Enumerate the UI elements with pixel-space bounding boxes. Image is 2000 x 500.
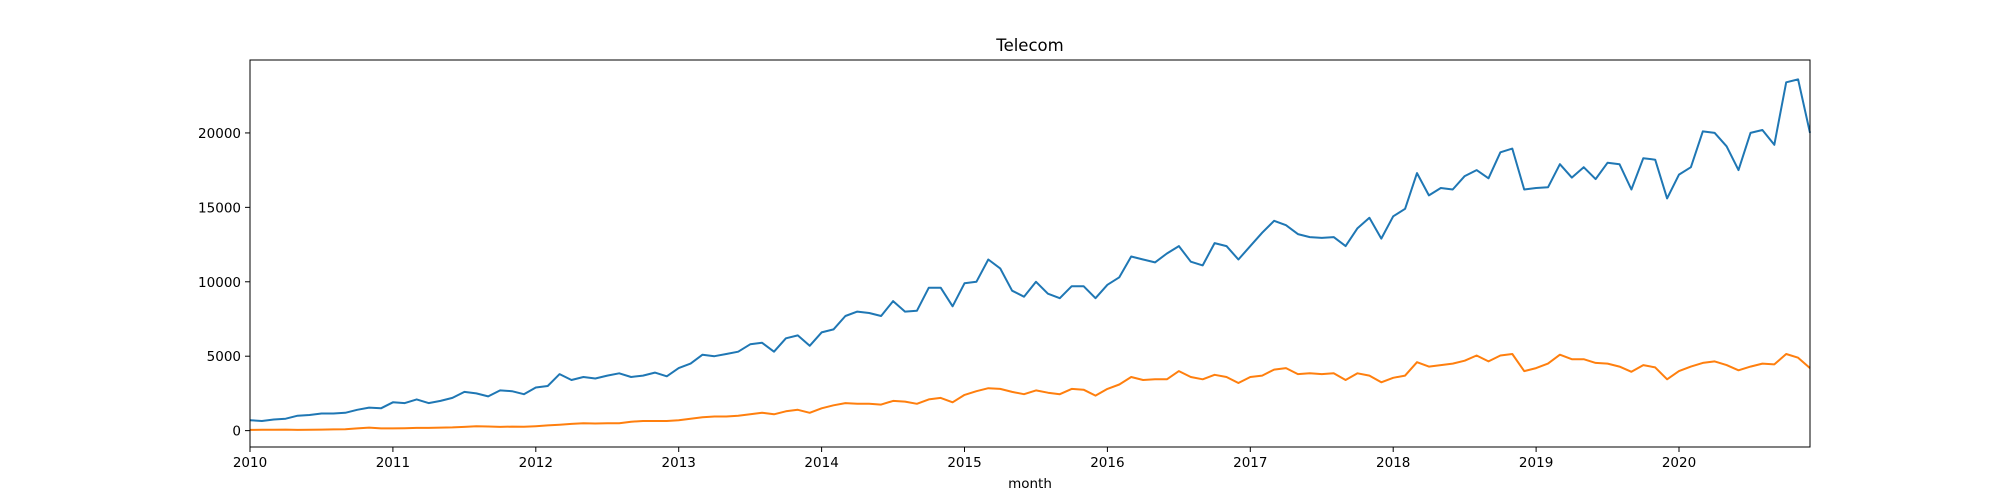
chart-title: Telecom [995, 36, 1063, 55]
x-tick-label: 2013 [662, 455, 696, 471]
x-tick-label: 2016 [1090, 455, 1124, 471]
x-axis-ticks: 2010 2011 2012 2013 2014 2015 2016 2017 2018 2019… [233, 447, 1696, 471]
series-line-2 [249, 353, 1811, 431]
x-tick-label: 2018 [1376, 455, 1410, 471]
x-tick-label: 2020 [1662, 455, 1696, 471]
series-layer [249, 78, 1811, 431]
x-tick-label: 2019 [1519, 455, 1553, 471]
x-tick-label: 2011 [376, 455, 410, 471]
x-tick-label: 2017 [1233, 455, 1267, 471]
x-tick-label: 2010 [233, 455, 267, 471]
x-tick-label: 2014 [804, 455, 838, 471]
y-tick-label: 5000 [207, 349, 241, 365]
x-tick-label: 2015 [947, 455, 981, 471]
x-axis-title: month [1008, 476, 1052, 492]
y-axis-ticks: 0 5000 10000 15000 20000 [198, 126, 250, 440]
y-tick-label: 0 [232, 424, 241, 440]
series-line-1 [249, 78, 1811, 422]
plot-area-frame [249, 59, 1811, 448]
x-tick-label: 2012 [519, 455, 553, 471]
y-tick-label: 15000 [198, 200, 241, 216]
y-tick-label: 10000 [198, 275, 241, 291]
y-tick-label: 20000 [198, 126, 241, 142]
